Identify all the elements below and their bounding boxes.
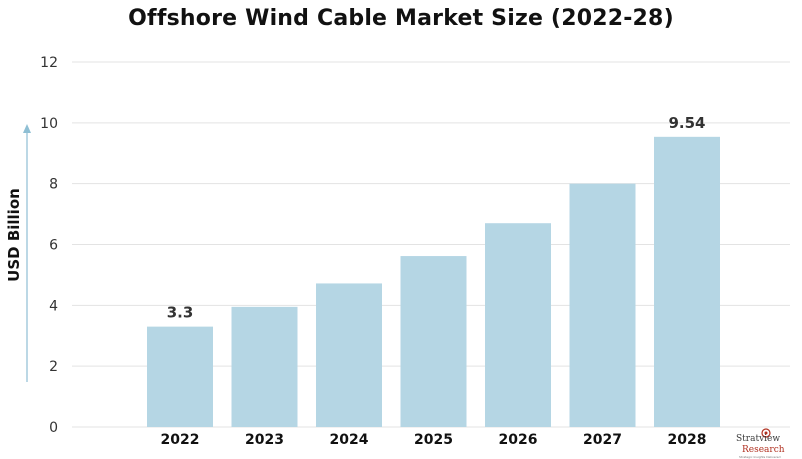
data-label-2028: 9.54 <box>668 114 705 132</box>
bar-2028 <box>654 136 720 427</box>
x-tick-label-2028: 2028 <box>668 432 707 448</box>
bar-2025 <box>400 256 467 427</box>
y-axis-arrow-head <box>23 124 31 133</box>
y-tick-label-2: 2 <box>49 359 58 375</box>
y-tick-label-10: 10 <box>40 116 58 132</box>
stratview-logo: Stratview Research Strategic Insights De… <box>736 428 796 459</box>
y-tick-label-6: 6 <box>49 238 58 254</box>
x-tick-label-2023: 2023 <box>245 432 284 448</box>
bar-2027 <box>569 183 636 427</box>
data-label-2022: 3.3 <box>167 304 194 322</box>
y-tick-label-0: 0 <box>49 420 58 436</box>
x-tick-label-2026: 2026 <box>499 432 538 448</box>
bar-2024 <box>316 283 382 427</box>
logo-name: Stratview <box>736 434 781 444</box>
x-tick-label-2025: 2025 <box>414 432 453 448</box>
logo-target-icon <box>761 428 771 438</box>
bar-2023 <box>231 306 298 427</box>
y-tick-label-8: 8 <box>49 177 58 193</box>
bar-2026 <box>485 223 551 427</box>
y-tick-label-4: 4 <box>49 298 58 314</box>
bar-2022 <box>147 326 213 427</box>
logo-tagline: Strategic Insights Delivered <box>739 455 781 459</box>
x-tick-label-2027: 2027 <box>583 432 622 448</box>
logo-sub: Research <box>742 445 785 455</box>
x-tick-label-2022: 2022 <box>161 432 200 448</box>
x-tick-label-2024: 2024 <box>330 432 369 448</box>
chart-title: Offshore Wind Cable Market Size (2022-28… <box>128 6 674 31</box>
y-tick-label-12: 12 <box>40 55 58 71</box>
